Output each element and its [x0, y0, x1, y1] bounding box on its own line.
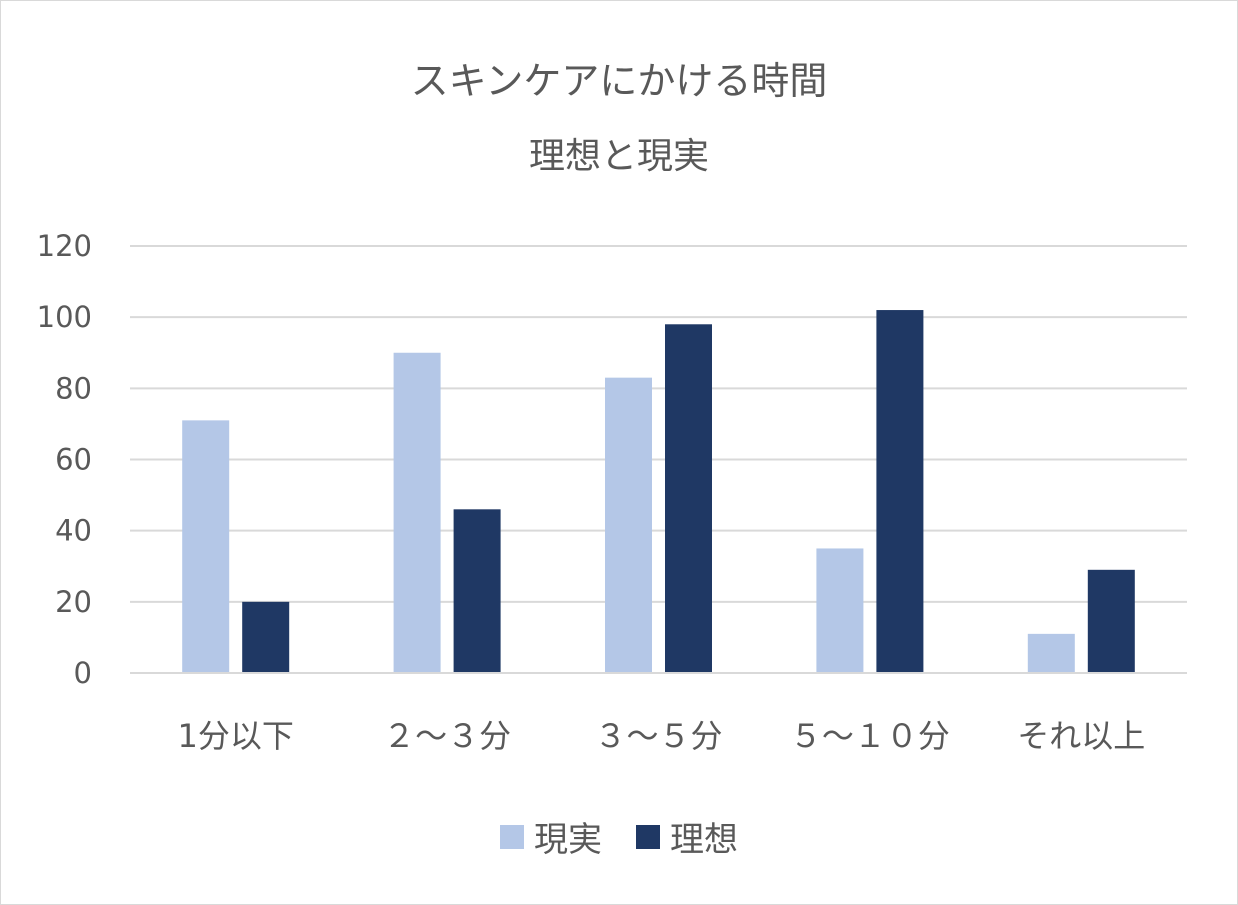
bar-actual — [605, 377, 652, 673]
y-tick-label: 40 — [55, 514, 92, 548]
x-axis-ticks: 1分以下 ２～３分 ３～５分 ５～１０分 それ以上 — [178, 717, 1146, 755]
legend-swatch-actual — [500, 824, 524, 849]
bar-actual — [816, 548, 864, 673]
chart-title: スキンケアにかける時間 — [410, 59, 828, 103]
bar-actual — [393, 352, 441, 673]
legend-item-actual: 現実 — [500, 812, 602, 861]
y-tick-label: 120 — [37, 229, 92, 263]
legend: 現実 理想 — [0, 812, 1238, 861]
bar-actual — [1027, 633, 1075, 673]
y-axis-ticks: 0 20 40 60 80 100 120 — [37, 229, 92, 690]
legend-label-actual: 現実 — [534, 820, 602, 860]
legend-item-ideal: 理想 — [636, 812, 738, 861]
bar-ideal — [242, 601, 290, 673]
x-tick-label: ２～３分 — [383, 717, 511, 755]
legend-label-ideal: 理想 — [670, 820, 738, 860]
bars — [130, 310, 1187, 674]
bar-ideal — [665, 324, 712, 673]
y-tick-label: 80 — [55, 371, 92, 405]
y-tick-label: 100 — [37, 300, 92, 334]
bar-ideal — [453, 509, 501, 673]
x-tick-label: それ以上 — [1017, 717, 1145, 755]
chart-subtitle: 理想と現実 — [528, 136, 709, 177]
y-tick-label: 0 — [74, 656, 92, 690]
bar-actual — [182, 420, 230, 673]
bar-ideal — [876, 310, 924, 673]
x-tick-label: ３～５分 — [594, 717, 722, 755]
x-tick-label: 1分以下 — [178, 717, 294, 755]
x-tick-label: ５～１０分 — [790, 717, 950, 755]
bar-ideal — [1087, 569, 1135, 673]
y-tick-label: 20 — [55, 585, 92, 619]
y-tick-label: 60 — [55, 443, 92, 477]
legend-swatch-ideal — [636, 824, 660, 849]
